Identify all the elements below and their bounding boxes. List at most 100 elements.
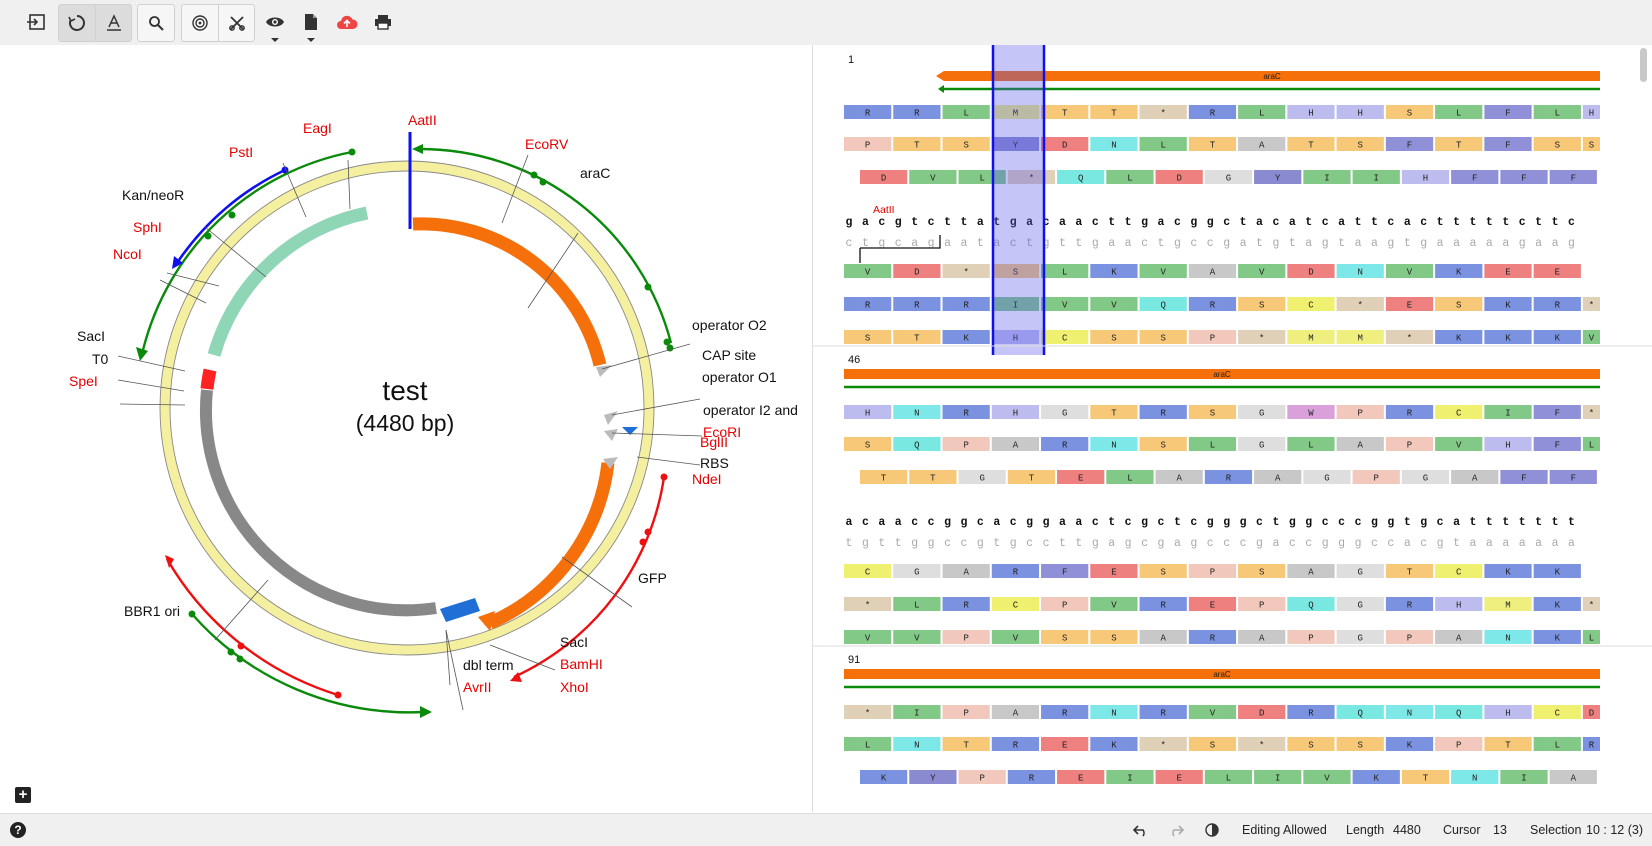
label-XhoI[interactable]: XhoI <box>560 679 589 695</box>
amino-acid-box[interactable] <box>1238 137 1286 151</box>
undo-icon[interactable] <box>1132 823 1149 840</box>
amino-acid-box[interactable] <box>893 264 941 278</box>
enzyme-digest-icon[interactable] <box>182 5 218 41</box>
amino-acid-box[interactable] <box>1303 770 1351 784</box>
amino-acid-box[interactable] <box>1287 564 1335 578</box>
amino-acid-box[interactable] <box>860 770 908 784</box>
amino-acid-box[interactable] <box>1533 330 1581 344</box>
amino-acid-box[interactable] <box>1385 630 1434 644</box>
label-dbl-term[interactable]: dbl term <box>463 657 514 673</box>
amino-acid-box[interactable] <box>893 105 941 119</box>
help-icon[interactable]: ? <box>10 822 26 838</box>
amino-acid-box[interactable] <box>991 405 1040 419</box>
amino-acid-box[interactable] <box>1155 770 1203 784</box>
amino-acid-box[interactable] <box>1385 264 1434 278</box>
amino-acid-box[interactable] <box>1106 770 1154 784</box>
amino-acid-box[interactable] <box>1385 597 1434 611</box>
amino-acid-box[interactable] <box>1188 105 1237 119</box>
amino-acid-box[interactable] <box>1533 105 1581 119</box>
amino-acid-box[interactable] <box>1451 770 1499 784</box>
amino-acid-box[interactable] <box>1238 597 1286 611</box>
amino-acid-box[interactable] <box>1336 330 1384 344</box>
amino-acid-box[interactable] <box>1435 564 1483 578</box>
amino-acid-box[interactable] <box>1582 597 1600 611</box>
amino-acid-box[interactable] <box>1500 170 1548 184</box>
amino-acid-box[interactable] <box>1155 470 1203 484</box>
feature-GFP[interactable] <box>487 462 615 629</box>
amino-acid-box[interactable] <box>1582 330 1600 344</box>
amino-acid-box[interactable] <box>1139 597 1187 611</box>
amino-acid-box[interactable] <box>1254 470 1302 484</box>
label-EagI[interactable]: EagI <box>303 120 332 136</box>
amino-acid-box[interactable] <box>1484 405 1532 419</box>
amino-acid-box[interactable] <box>1451 470 1499 484</box>
label-BamHI[interactable]: BamHI <box>560 656 603 672</box>
amino-acid-box[interactable] <box>1188 264 1237 278</box>
amino-acid-box[interactable] <box>942 630 990 644</box>
amino-acid-box[interactable] <box>942 105 990 119</box>
amino-acid-box[interactable] <box>1188 737 1237 751</box>
feature-bar-araC[interactable] <box>944 71 1600 81</box>
amino-acid-box[interactable] <box>1238 630 1286 644</box>
amino-acid-box[interactable] <box>844 564 892 578</box>
amino-acid-box[interactable] <box>909 470 957 484</box>
amino-acid-box[interactable] <box>1582 437 1600 451</box>
amino-acid-box[interactable] <box>1435 705 1483 719</box>
amino-acid-box[interactable] <box>1106 170 1154 184</box>
amino-acid-box[interactable] <box>1435 330 1483 344</box>
eye-icon[interactable] <box>257 4 293 42</box>
amino-acid-box[interactable] <box>1204 170 1253 184</box>
amino-acid-box[interactable] <box>1533 630 1581 644</box>
amino-acid-box[interactable] <box>991 564 1040 578</box>
amino-acid-box[interactable] <box>1484 737 1532 751</box>
amino-acid-box[interactable] <box>1336 564 1384 578</box>
feature-BBR1-ori[interactable] <box>199 389 437 617</box>
file-icon[interactable] <box>293 4 329 42</box>
amino-acid-box[interactable] <box>1287 630 1335 644</box>
amino-acid-box[interactable] <box>860 170 908 184</box>
amino-acid-box[interactable] <box>1041 737 1089 751</box>
amino-acid-box[interactable] <box>1188 564 1237 578</box>
amino-acid-box[interactable] <box>1287 330 1335 344</box>
amino-acid-box[interactable] <box>1090 105 1138 119</box>
amino-acid-box[interactable] <box>844 405 892 419</box>
amino-acid-box[interactable] <box>1533 137 1581 151</box>
amino-acid-box[interactable] <box>1336 105 1384 119</box>
amino-acid-box[interactable] <box>860 470 908 484</box>
amino-acid-box[interactable] <box>991 264 1040 278</box>
amino-acid-box[interactable] <box>893 564 941 578</box>
amino-acid-box[interactable] <box>991 437 1040 451</box>
amino-acid-box[interactable] <box>1582 705 1600 719</box>
amino-acid-box[interactable] <box>1336 437 1384 451</box>
amino-acid-box[interactable] <box>1238 297 1286 311</box>
amino-acid-box[interactable] <box>942 705 990 719</box>
amino-acid-box[interactable] <box>1549 470 1597 484</box>
amino-acid-box[interactable] <box>942 137 990 151</box>
amino-acid-box[interactable] <box>1484 630 1532 644</box>
amino-acid-box[interactable] <box>893 405 941 419</box>
amino-acid-box[interactable] <box>1336 630 1384 644</box>
search-icon[interactable] <box>138 5 174 41</box>
amino-acid-box[interactable] <box>1238 437 1286 451</box>
amino-acid-box[interactable] <box>1287 105 1335 119</box>
amino-acid-box[interactable] <box>844 705 892 719</box>
amino-acid-box[interactable] <box>991 630 1040 644</box>
amino-acid-box[interactable] <box>1188 297 1237 311</box>
amino-acid-box[interactable] <box>1484 297 1532 311</box>
amino-acid-box[interactable] <box>1139 137 1187 151</box>
amino-acid-box[interactable] <box>991 137 1040 151</box>
amino-acid-box[interactable] <box>1500 470 1548 484</box>
amino-acid-box[interactable] <box>1582 297 1600 311</box>
amino-acid-box[interactable] <box>893 705 941 719</box>
amino-acid-box[interactable] <box>893 630 941 644</box>
amino-acid-box[interactable] <box>1090 737 1138 751</box>
amino-acid-box[interactable] <box>1238 705 1286 719</box>
amino-acid-box[interactable] <box>1204 770 1253 784</box>
amino-acid-box[interactable] <box>1090 405 1138 419</box>
amino-acid-box[interactable] <box>1484 705 1532 719</box>
amino-acid-box[interactable] <box>1188 405 1237 419</box>
amino-acid-box[interactable] <box>1287 597 1335 611</box>
amino-acid-box[interactable] <box>1041 705 1089 719</box>
amino-acid-box[interactable] <box>1352 770 1400 784</box>
amino-acid-box[interactable] <box>1385 564 1434 578</box>
